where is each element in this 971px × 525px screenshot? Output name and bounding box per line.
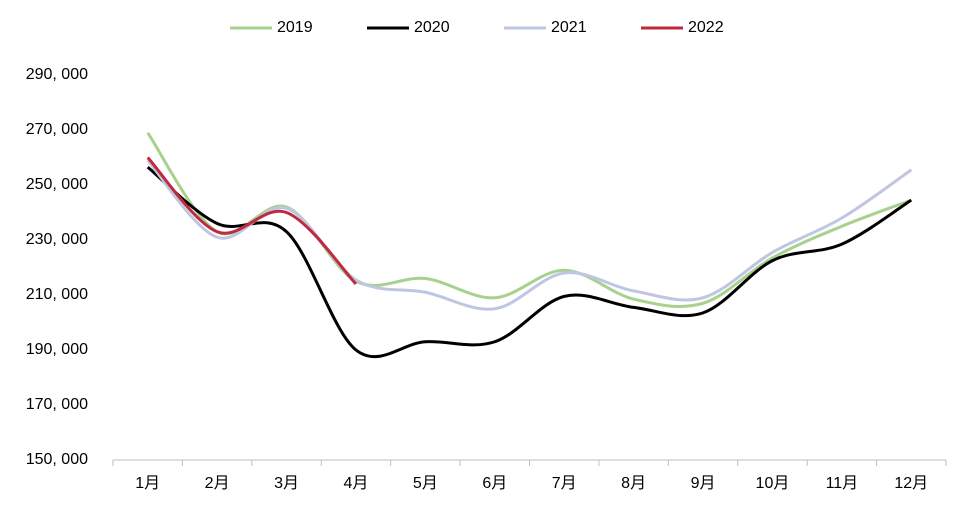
- x-tick-label: 10月: [756, 475, 790, 492]
- y-tick-label: 190, 000: [26, 341, 88, 358]
- x-tick-label: 3月: [274, 475, 299, 492]
- y-tick-label: 250, 000: [26, 176, 88, 193]
- legend-label: 2020: [414, 19, 450, 36]
- y-tick-label: 170, 000: [26, 396, 88, 413]
- series-line: [146, 159, 913, 311]
- x-tick-label: 1月: [135, 475, 160, 492]
- y-tick-label: 290, 000: [26, 66, 88, 83]
- x-tick-label: 4月: [344, 475, 369, 492]
- y-tick-label: 150, 000: [26, 451, 88, 468]
- y-tick-label: 230, 000: [26, 231, 88, 248]
- x-tick-label: 7月: [552, 475, 577, 492]
- x-tick-label: 9月: [691, 475, 716, 492]
- legend-label: 2021: [551, 19, 587, 36]
- x-tick-label: 11月: [826, 475, 859, 492]
- series-line: [146, 156, 358, 286]
- x-tick-label: 12月: [894, 475, 928, 492]
- series-line: [146, 165, 913, 359]
- y-tick-label: 270, 000: [26, 121, 88, 138]
- y-tick-label: 210, 000: [26, 286, 88, 303]
- legend-label: 2019: [277, 19, 313, 36]
- series-line: [146, 131, 912, 308]
- x-tick-label: 2月: [205, 475, 230, 492]
- x-tick-label: 8月: [621, 475, 646, 492]
- legend-label: 2022: [688, 19, 724, 36]
- x-tick-label: 5月: [413, 475, 438, 492]
- x-tick-label: 6月: [482, 475, 507, 492]
